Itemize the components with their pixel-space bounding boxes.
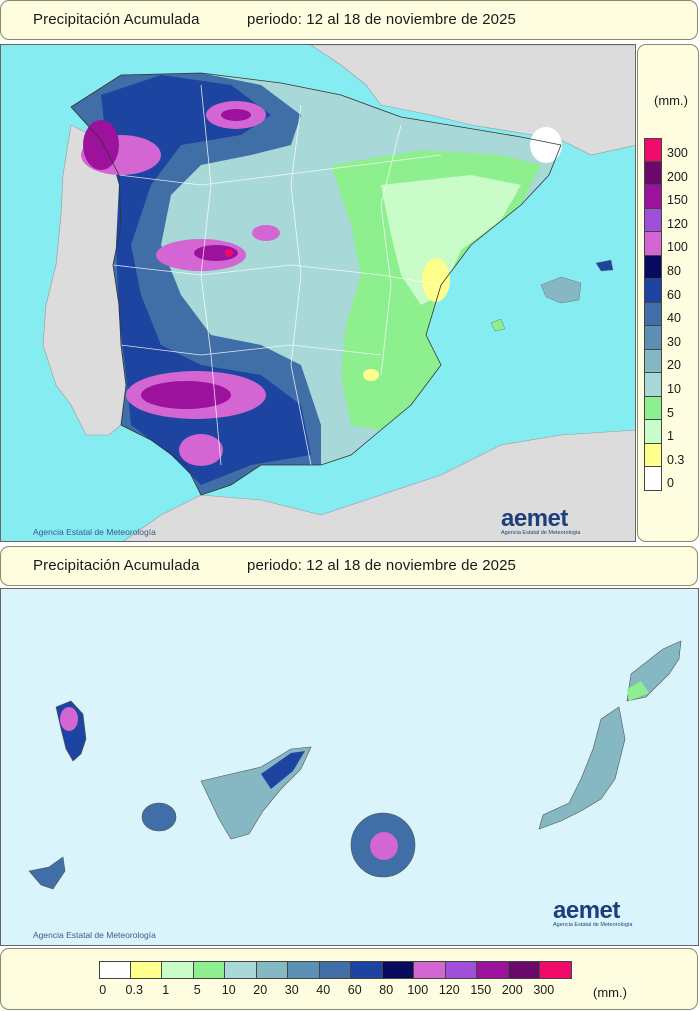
- legend-swatch: [162, 961, 194, 979]
- map-title: Precipitación Acumulada: [33, 557, 200, 574]
- legend-swatch: [644, 396, 662, 420]
- legend-swatch: [225, 961, 257, 979]
- legend-label: 5: [193, 983, 201, 997]
- legend-label: 60: [347, 983, 362, 997]
- legend-swatch: [644, 467, 662, 491]
- legend-swatch: [644, 185, 662, 209]
- peninsula-title-banner: Precipitación Acumulada periodo: 12 al 1…: [0, 0, 698, 40]
- map-period: periodo: 12 al 18 de noviembre de 2025: [247, 557, 516, 574]
- legend-unit: (mm.): [654, 93, 688, 108]
- legend-swatch: [644, 420, 662, 444]
- legend-label: 150: [667, 193, 688, 208]
- legend-label: 120: [667, 216, 688, 231]
- legend-label: 100: [667, 240, 688, 255]
- legend-label: 0: [667, 476, 674, 491]
- horizontal-legend: 0 0.3 1 5 10 20 30 40 60 80 100 120 150 200 300 (mm.): [0, 948, 698, 1010]
- map-period: periodo: 12 al 18 de noviembre de 2025: [247, 11, 516, 28]
- legend-label: 0.3: [667, 452, 685, 467]
- legend-swatch: [644, 443, 662, 467]
- legend-swatch: [130, 961, 162, 979]
- legend-label: 1: [162, 983, 170, 997]
- map-credit: Agencia Estatal de Meteorología: [33, 527, 156, 537]
- legend-swatch: [288, 961, 320, 979]
- legend-color-scale: [99, 961, 572, 979]
- canarias-title-banner: Precipitación Acumulada periodo: 12 al 1…: [0, 546, 698, 586]
- legend-swatch: [540, 961, 572, 979]
- legend-swatch: [193, 961, 225, 979]
- legend-label: 20: [667, 358, 681, 373]
- legend-label: 100: [407, 983, 429, 997]
- peninsula-map: Agencia Estatal de Meteorología aemet Ag…: [0, 44, 636, 542]
- legend-swatch: [644, 208, 662, 232]
- legend-swatch: [414, 961, 446, 979]
- legend-label: 300: [533, 983, 555, 997]
- legend-color-scale: [644, 138, 662, 491]
- legend-label: 200: [667, 169, 688, 184]
- legend-swatch: [644, 349, 662, 373]
- peninsula-precip-map: [1, 45, 635, 541]
- legend-label: 120: [438, 983, 460, 997]
- legend-swatch: [644, 373, 662, 397]
- legend-swatch: [351, 961, 383, 979]
- legend-swatch: [508, 961, 540, 979]
- aemet-logo: aemet Agencia Estatal de Meteorología: [501, 505, 581, 536]
- legend-label: 1: [667, 429, 674, 444]
- legend-label: 30: [284, 983, 299, 997]
- map-credit: Agencia Estatal de Meteorología: [33, 930, 156, 940]
- aemet-logo: aemet Agencia Estatal de Meteorología: [553, 897, 633, 928]
- legend-label: 0: [99, 983, 107, 997]
- legend-label: 40: [316, 983, 331, 997]
- legend-label: 80: [667, 263, 681, 278]
- legend-swatch: [644, 138, 662, 162]
- legend-swatch: [319, 961, 351, 979]
- legend-swatch: [644, 302, 662, 326]
- legend-label: 60: [667, 287, 681, 302]
- legend-label: 10: [667, 381, 681, 396]
- legend-label: 150: [470, 983, 492, 997]
- legend-swatch: [644, 326, 662, 350]
- legend-label: 30: [667, 334, 681, 349]
- legend-label: 80: [379, 983, 394, 997]
- legend-label: 300: [667, 146, 688, 160]
- legend-swatch: [445, 961, 477, 979]
- legend-swatch: [644, 255, 662, 279]
- legend-swatch: [256, 961, 288, 979]
- legend-swatch: [644, 161, 662, 185]
- canarias-precip-map: [1, 589, 698, 945]
- legend-labels: 0 0.3 1 5 10 20 30 40 60 80 100 120 150 200 300: [87, 983, 560, 997]
- legend-labels: 300 200 150 120 100 80 60 40 30 20 10 5 1 0.3 0: [667, 142, 688, 496]
- legend-swatch: [644, 279, 662, 303]
- map-title: Precipitación Acumulada: [33, 11, 200, 28]
- legend-swatch: [477, 961, 509, 979]
- vertical-legend: (mm.) 300 200 150 120 100 80 60 40 30 20 10 5 1 0.3 0: [637, 44, 699, 542]
- legend-label: 20: [253, 983, 268, 997]
- legend-label: 10: [221, 983, 236, 997]
- legend-swatch: [382, 961, 414, 979]
- legend-swatch: [644, 232, 662, 256]
- legend-unit: (mm.): [593, 985, 627, 1000]
- legend-swatch: [99, 961, 131, 979]
- legend-label: 5: [667, 405, 674, 420]
- legend-label: 40: [667, 311, 681, 326]
- canarias-map: Agencia Estatal de Meteorología aemet Ag…: [0, 588, 699, 946]
- legend-label: 200: [501, 983, 523, 997]
- legend-label: 0.3: [125, 983, 143, 997]
